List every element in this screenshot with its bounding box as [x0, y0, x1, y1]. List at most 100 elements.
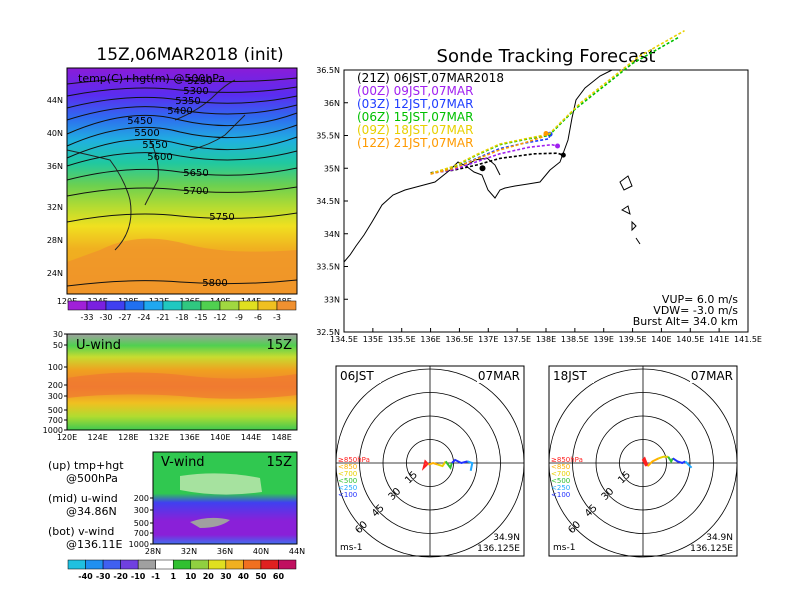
- track-legend-entry: (03Z) 12JST,07MAR: [357, 97, 473, 111]
- u-wind-x-tick-label: 120E: [57, 433, 77, 442]
- colorbar-tick-label: -21: [156, 313, 169, 322]
- hodograph-wind-trace: [658, 455, 669, 460]
- tracking-y-tick-label: 35N: [324, 164, 340, 173]
- hodograph-label-bg: [337, 367, 381, 383]
- jet-core: [67, 372, 297, 399]
- tracking-x-tick-label: 141E: [709, 335, 729, 344]
- warm-region: [67, 238, 297, 294]
- v-colorbar-tick-label: 10: [185, 572, 197, 581]
- hodograph-legend-entry: <100: [551, 491, 570, 499]
- v-colorbar-cell: [102, 559, 121, 570]
- sonde-parameter: VUP= 6.0 m/s: [662, 293, 738, 306]
- hodograph-wind-trace: [667, 456, 674, 464]
- u-wind-y-tick-label: 1000: [43, 426, 63, 435]
- tracking-map-frame: [343, 69, 749, 333]
- contour-label: 5500: [134, 128, 159, 139]
- tracking-title: Sonde Tracking Forecast: [437, 46, 656, 67]
- legend-bot-lon: @136.11E: [66, 538, 122, 551]
- hodograph-wind-trace: [428, 461, 439, 466]
- v-colorbar-tick-label: 1: [170, 572, 176, 581]
- v-colorbar-cell: [172, 559, 192, 570]
- map-x-tick-label: 120E: [57, 297, 77, 306]
- hodograph-wind-trace: [641, 456, 649, 467]
- legend-mid-lat: @34.86N: [66, 505, 117, 518]
- legend-up: (up) tmp+hgt: [48, 459, 124, 472]
- tracking-y-tick-label: 34N: [324, 230, 340, 239]
- hodograph-ring: [335, 368, 525, 558]
- hodograph-legend-entry: <850: [338, 463, 357, 471]
- height-contour-line: [66, 150, 298, 167]
- hodograph-wind-trace: [421, 459, 430, 471]
- map-y-tick-label: 32N: [47, 203, 63, 212]
- hodograph-time-label: 06JST: [340, 369, 374, 383]
- hodograph-label-bg: [477, 367, 523, 383]
- tracking-x-tick-label: 140E: [651, 335, 671, 344]
- hodograph-legend-entry: <100: [338, 491, 357, 499]
- u-wind-y-tick-label: 700: [48, 416, 63, 425]
- v-wind-y-tick-label: 200: [134, 494, 149, 503]
- u-wind-y-tick-label: 300: [48, 392, 63, 401]
- tracking-x-tick-label: 140.5E: [676, 335, 704, 344]
- height-contour-line: [66, 279, 298, 287]
- colorbar-tick-label: -15: [194, 313, 207, 322]
- tracking-x-tick-label: 139.5E: [619, 335, 647, 344]
- tracking-x-tick-label: 135E: [363, 335, 383, 344]
- v-colorbar-cell: [67, 559, 86, 570]
- v-wind-x-tick-label: 32N: [181, 547, 197, 556]
- tracking-y-tick-label: 33.5N: [316, 263, 340, 272]
- map-subtitle: temp(C)+hgt(m) @500hPa: [78, 72, 225, 85]
- colorbar-tick-label: -24: [137, 313, 150, 322]
- u-wind-x-ticks: 120E 124E 128E 132E 136E 140E 144E 148E: [57, 433, 292, 442]
- legend-bot: (bot) v-wind: [48, 525, 114, 538]
- tracking-panel: Sonde Tracking Forecast (21Z) 06JST,07MA…: [316, 30, 762, 344]
- colorbar-cell: [67, 300, 88, 311]
- hodograph-legend-entry: ≥850hPa: [551, 456, 583, 464]
- hodograph-wind-trace: [467, 460, 474, 472]
- v-wind-y-tick-label: 500: [134, 519, 149, 528]
- contour-label: 5450: [127, 116, 152, 127]
- map-y-tick-label: 24N: [47, 269, 63, 278]
- u-wind-x-tick-label: 132E: [149, 433, 169, 442]
- sonde-landing-point: [543, 131, 549, 137]
- hodograph-legend-entry: <700: [338, 470, 357, 478]
- v-wind-y-tick-label: 300: [134, 506, 149, 515]
- legend-mid: (mid) u-wind: [48, 492, 118, 505]
- hodograph-ring: [619, 439, 667, 487]
- hodograph-wind-trace: [684, 460, 693, 469]
- hodograph-wind-trace: [672, 457, 686, 465]
- v-colorbar-tick-label: -40: [78, 572, 93, 581]
- tracking-x-tick-label: 139E: [594, 335, 614, 344]
- u-wind-y-tick-label: 200: [48, 381, 63, 390]
- hodograph-lat: 34.9N: [493, 533, 520, 543]
- v-colorbar-tick-label: -1: [151, 572, 160, 581]
- hodograph-wind-trace: [437, 460, 447, 468]
- hodograph-lat: 34.9N: [706, 533, 733, 543]
- v-colorbar-cell: [190, 559, 209, 570]
- contour-label: 5400: [167, 106, 192, 117]
- legend-up-level: @500hPa: [66, 472, 118, 485]
- map-y-tick-label: 28N: [47, 236, 63, 245]
- u-wind-x-tick-label: 140E: [210, 433, 230, 442]
- u-wind-title: U-wind: [76, 338, 121, 353]
- v-wind-grey-region: [190, 517, 230, 528]
- sonde-landing-point: [555, 143, 561, 149]
- china-coast: [66, 149, 132, 251]
- v-colorbar-cell: [225, 559, 244, 570]
- hodograph-unit: ms-1: [553, 543, 575, 553]
- hodograph-lon: 136.125E: [690, 544, 733, 554]
- tracking-y-tick-label: 36.5N: [316, 66, 340, 75]
- hodograph-ring: [572, 392, 714, 534]
- temperature-colorbar: -33 -30 -27 -24 -21 -18 -15 -12 -9 -6 -3: [67, 300, 297, 322]
- colorbar-tick-label: -12: [213, 313, 226, 322]
- hodograph-label-bg: [550, 367, 594, 383]
- tracking-legend: (21Z) 06JST,07MAR2018(00Z) 09JST,07MAR(0…: [357, 71, 504, 150]
- height-contour-line: [66, 95, 298, 109]
- contour-label: 5800: [202, 278, 227, 289]
- hodograph-wind-trace: [444, 460, 453, 470]
- v-wind-x-tick-label: 44N: [289, 547, 305, 556]
